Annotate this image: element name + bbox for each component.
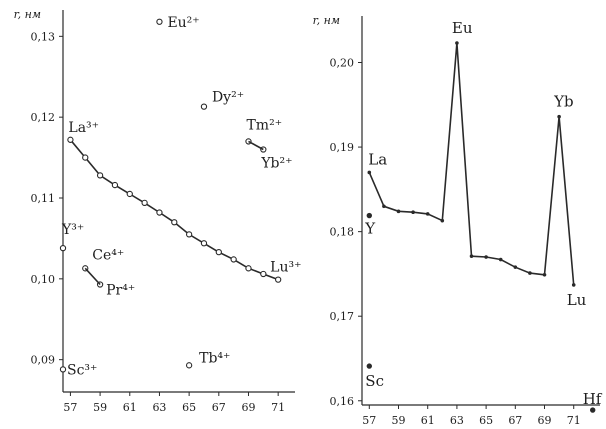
left-point-label-tm2: Tm²⁺ — [246, 117, 282, 133]
right-x-tick-label-71: 71 — [567, 414, 581, 427]
left-point-label-yb2: Yb²⁺ — [260, 156, 292, 172]
left-series-point-z68 — [230, 256, 237, 263]
right-annotation-eu: Eu — [452, 19, 473, 37]
left-x-tick-label-59: 59 — [93, 401, 107, 414]
right-x-tick-label-63: 63 — [450, 414, 464, 427]
right-annotation-la: La — [368, 150, 387, 168]
left-point-y3 — [59, 244, 67, 252]
left-x-tick-label-69: 69 — [241, 401, 255, 414]
right-series-point-z70 — [557, 114, 561, 119]
right-point-label-y: Y — [364, 220, 376, 238]
left-series-point-z65 — [185, 231, 193, 238]
right-series-point-z62 — [440, 218, 445, 223]
right-x-tick-label-59: 59 — [392, 414, 406, 427]
left-link-tm-yb — [248, 140, 264, 151]
left-x-tick-label-63: 63 — [152, 401, 166, 414]
right-x-tick-label-61: 61 — [421, 414, 435, 427]
left-y-axis-title: r, нм — [14, 8, 41, 21]
left-y-tick-label-0: 0,09 — [31, 354, 56, 367]
right-series-point-z59 — [396, 209, 401, 214]
left-x-tick-label-71: 71 — [271, 401, 285, 414]
left-series-point-z69 — [245, 265, 252, 272]
right-y-tick-label-3: 0,19 — [330, 141, 355, 154]
right-series-point-z60 — [411, 210, 415, 214]
left-point-label-dy2: Dy²⁺ — [212, 90, 244, 106]
right-series-point-z68 — [528, 271, 532, 275]
left-point-label-tb4: Tb⁴⁺ — [199, 350, 230, 366]
right-series-point-z69 — [542, 272, 547, 277]
left-panel-ionic-radii: 57 59 61 63 65 67 69 71 0,09 0,10 0,11 0,12 0,13 r, н… — [14, 8, 302, 414]
left-x-tick-label-65: 65 — [182, 401, 196, 414]
left-y-tick-label-3: 0,12 — [31, 111, 56, 124]
left-point-eu2 — [156, 18, 163, 25]
left-y-tick-label-1: 0,10 — [31, 273, 56, 286]
right-annotation-lu: Lu — [567, 291, 587, 309]
right-series-point-z65 — [484, 255, 488, 259]
left-x-tick-label-67: 67 — [212, 401, 226, 414]
left-y-tick-label-4: 0,13 — [31, 30, 56, 43]
left-series-point-z60 — [111, 181, 119, 189]
left-series-point-z71 — [275, 276, 282, 283]
right-series-point-z71 — [571, 283, 576, 287]
left-series-point-z59 — [96, 172, 104, 179]
right-series-point-z63 — [455, 41, 459, 45]
left-annotation-la: La³⁺ — [68, 120, 99, 136]
left-point-dy2 — [200, 103, 208, 110]
left-series-point-z66 — [200, 240, 208, 247]
left-series-point-z62 — [141, 199, 148, 206]
right-x-tick-label-69: 69 — [538, 414, 552, 427]
right-x-tick-label-65: 65 — [479, 414, 493, 427]
right-point-hf — [589, 407, 596, 413]
left-x-tick-label-57: 57 — [63, 401, 77, 414]
right-series-point-z64 — [469, 254, 474, 258]
left-series-point-z64 — [171, 219, 178, 226]
right-y-tick-label-0: 0,16 — [330, 395, 355, 408]
right-series-point-z58 — [382, 204, 386, 209]
right-series-point-z57 — [367, 170, 372, 175]
left-point-label-eu2: Eu²⁺ — [167, 15, 199, 31]
left-series-point-z58 — [82, 154, 89, 161]
right-series-point-z61 — [425, 212, 430, 216]
left-link-ce-pr — [84, 267, 101, 286]
right-series-point-z67 — [513, 265, 518, 269]
left-point-label-sc3: Sc³⁺ — [67, 362, 97, 378]
left-point-label-ce4: Ce⁴⁺ — [92, 247, 124, 263]
left-series-point-z70 — [260, 270, 267, 278]
right-point-label-sc: Sc — [365, 372, 384, 390]
right-x-tick-label-67: 67 — [508, 414, 522, 427]
left-series-point-z67 — [215, 249, 222, 256]
right-point-label-hf: Hf — [583, 390, 603, 408]
left-series-point-z61 — [126, 190, 133, 198]
right-x-tick-label-57: 57 — [362, 414, 376, 427]
right-y-tick-label-4: 0,20 — [330, 57, 355, 70]
right-panel-atomic-radii: 57 59 61 63 65 67 69 71 0,16 0,17 0,18 0,19 0,20 r, н… — [313, 14, 603, 427]
left-point-sc3 — [59, 366, 67, 373]
right-series-line-ln — [368, 43, 575, 285]
left-series-point-z57 — [67, 136, 74, 143]
right-series-point-z66 — [498, 257, 503, 262]
right-y-tick-label-2: 0,18 — [330, 226, 355, 239]
right-point-y — [366, 212, 373, 219]
right-point-sc — [366, 363, 373, 369]
right-y-axis-title: r, нм — [313, 14, 340, 27]
left-point-label-pr4: Pr⁴⁺ — [106, 282, 135, 298]
left-y-tick-label-2: 0,11 — [31, 192, 56, 205]
left-point-tb4 — [185, 362, 193, 369]
left-x-tick-label-61: 61 — [123, 401, 137, 414]
left-series-point-z63 — [156, 209, 163, 216]
left-annotation-lu: Lu³⁺ — [270, 260, 301, 276]
right-y-tick-label-1: 0,17 — [330, 310, 355, 323]
right-annotation-yb: Yb — [553, 93, 574, 111]
left-point-label-y3: Y³⁺ — [61, 222, 84, 238]
